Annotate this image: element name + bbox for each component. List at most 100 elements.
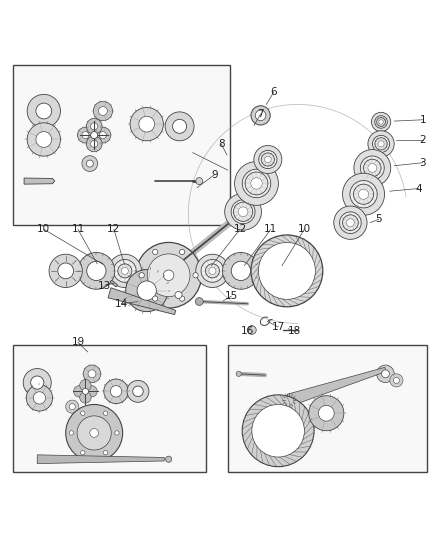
Circle shape [152, 249, 158, 255]
Circle shape [108, 254, 141, 287]
Circle shape [346, 219, 354, 227]
Circle shape [379, 120, 383, 124]
Circle shape [196, 254, 229, 287]
Circle shape [261, 153, 275, 166]
Bar [13, 65, 230, 225]
Circle shape [368, 164, 377, 172]
Circle shape [133, 386, 143, 397]
Circle shape [223, 253, 259, 289]
Circle shape [165, 112, 194, 141]
Circle shape [152, 296, 158, 301]
Circle shape [377, 365, 394, 383]
Circle shape [103, 411, 108, 415]
Circle shape [113, 260, 136, 282]
Circle shape [358, 189, 368, 199]
Circle shape [309, 395, 344, 431]
Circle shape [118, 264, 132, 278]
Circle shape [247, 326, 256, 334]
Circle shape [36, 132, 52, 147]
Circle shape [393, 377, 399, 383]
Circle shape [69, 403, 75, 410]
Circle shape [99, 107, 107, 115]
Circle shape [205, 264, 219, 278]
Text: 14: 14 [115, 298, 128, 309]
Circle shape [318, 405, 334, 421]
Polygon shape [287, 367, 386, 406]
Circle shape [255, 110, 266, 120]
Circle shape [235, 161, 279, 205]
Circle shape [254, 146, 282, 174]
Text: 11: 11 [264, 224, 277, 235]
Circle shape [343, 173, 385, 215]
Text: 19: 19 [71, 337, 85, 348]
Circle shape [251, 235, 323, 307]
Circle shape [104, 379, 128, 403]
Circle shape [80, 392, 91, 403]
Circle shape [242, 169, 271, 198]
Circle shape [82, 156, 98, 172]
Circle shape [180, 296, 185, 301]
Circle shape [69, 431, 74, 435]
Circle shape [58, 263, 74, 279]
Text: 7: 7 [257, 109, 264, 119]
Circle shape [353, 184, 374, 204]
Circle shape [265, 156, 271, 163]
Circle shape [195, 297, 203, 305]
Circle shape [83, 365, 101, 383]
Circle shape [93, 101, 113, 120]
Text: 2: 2 [419, 135, 426, 146]
Text: 11: 11 [71, 224, 85, 235]
Text: 8: 8 [218, 139, 225, 149]
Circle shape [86, 136, 102, 152]
Polygon shape [108, 288, 176, 314]
Text: 10: 10 [298, 224, 311, 235]
Circle shape [193, 273, 198, 278]
Text: 16: 16 [241, 326, 254, 336]
Circle shape [196, 177, 203, 184]
Circle shape [126, 270, 168, 312]
Circle shape [245, 172, 268, 195]
Circle shape [74, 386, 85, 397]
Circle shape [80, 379, 91, 391]
Circle shape [231, 261, 251, 280]
Circle shape [81, 450, 85, 455]
Circle shape [31, 376, 44, 389]
Circle shape [233, 202, 253, 221]
Circle shape [139, 116, 155, 132]
Circle shape [99, 132, 106, 139]
Circle shape [375, 138, 387, 150]
Circle shape [381, 370, 389, 378]
Text: 5: 5 [375, 214, 382, 224]
Circle shape [147, 254, 190, 296]
Circle shape [242, 395, 314, 467]
Circle shape [368, 131, 394, 157]
Bar [13, 345, 206, 472]
Circle shape [86, 118, 102, 134]
Circle shape [238, 207, 248, 216]
Polygon shape [37, 455, 164, 464]
Circle shape [91, 140, 98, 147]
Circle shape [251, 106, 270, 125]
Circle shape [130, 108, 163, 141]
Circle shape [209, 268, 216, 274]
Circle shape [115, 431, 119, 435]
Circle shape [259, 150, 277, 168]
Circle shape [78, 253, 115, 289]
Polygon shape [24, 178, 55, 184]
Text: 13: 13 [98, 281, 111, 291]
Text: 18: 18 [288, 326, 301, 336]
Circle shape [121, 268, 128, 274]
Circle shape [91, 123, 98, 130]
Circle shape [166, 456, 172, 462]
Circle shape [82, 388, 88, 394]
Circle shape [110, 386, 122, 397]
Circle shape [82, 132, 89, 139]
Circle shape [334, 206, 367, 239]
Circle shape [251, 177, 262, 189]
Circle shape [175, 292, 182, 298]
Circle shape [350, 181, 377, 208]
Circle shape [90, 429, 99, 437]
Circle shape [371, 112, 391, 132]
Circle shape [27, 123, 60, 156]
Circle shape [81, 411, 85, 415]
